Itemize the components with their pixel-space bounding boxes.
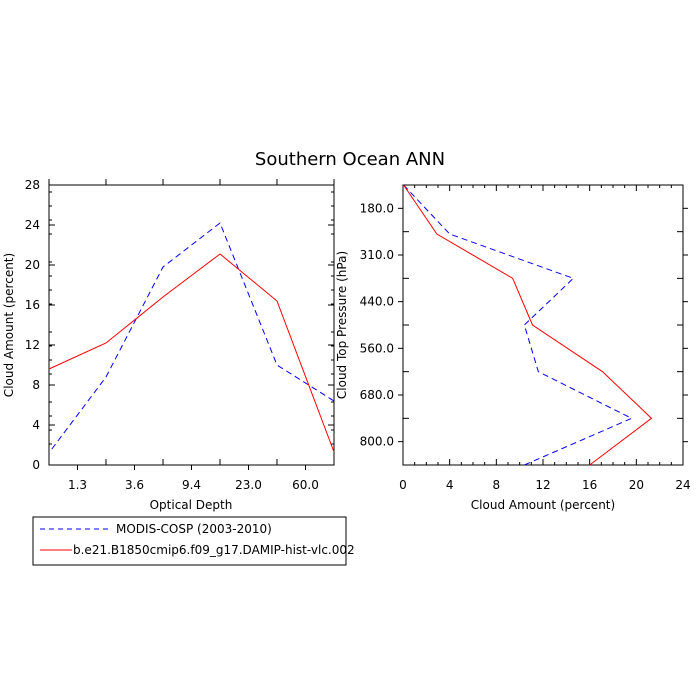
legend-label-modis: MODIS-COSP (2003-2010) [116,522,272,536]
left-x-tick-label: 9.4 [182,478,201,492]
right-y-tick-label: 180.0 [360,201,394,215]
left-y-tick-label: 20 [25,258,40,272]
left-x-tick-label: 23.0 [235,478,262,492]
left-y-tick-label: 28 [25,178,40,192]
right-series-model [403,184,653,466]
left-y-tick-label: 0 [32,458,40,472]
right-y-tick-label: 440.0 [360,295,394,309]
right-x-tick-label: 8 [493,478,501,492]
left-x-tick-label: 3.6 [125,478,144,492]
right-x-tick-label: 4 [446,478,454,492]
right-x-tick-label: 24 [675,478,690,492]
right-x-tick-label: 0 [399,478,407,492]
left-x-tick-label: 1.3 [68,478,87,492]
left-y-tick-label: 4 [32,418,40,432]
left-y-axis-title: Cloud Amount (percent) [2,253,16,397]
legend-box [32,516,347,566]
right-y-axis-title: Cloud Top Pressure (hPa) [335,251,349,399]
left-x-tick-label: 60.0 [292,478,319,492]
right-x-axis-title: Cloud Amount (percent) [471,498,615,512]
left-y-tick-label: 8 [32,378,40,392]
right-x-tick-label: 16 [582,478,597,492]
right-y-tick-label: 560.0 [360,341,394,355]
right-y-tick-label: 310.0 [360,248,394,262]
left-plot-frame [48,184,335,466]
right-x-tick-label: 12 [535,478,550,492]
right-y-tick-label: 680.0 [360,388,394,402]
right-ticks: 0 4 8 12 16 20 24 180.0 310.0 440.0 560.0 680.0 800.… [360,184,691,492]
right-lines [403,184,653,466]
left-series-model [48,253,335,453]
right-plot-frame [402,184,684,466]
right-series-modis [403,184,633,466]
legend-label-model: b.e21.B1850cmip6.f09_g17.DAMIP-hist-vlc.… [73,543,355,557]
left-series-modis [51,222,335,450]
figure-title: Southern Ocean ANN [255,149,445,170]
left-x-axis-title: Optical Depth [150,498,233,512]
right-x-tick-label: 20 [629,478,644,492]
left-lines [48,222,335,453]
left-y-tick-label: 16 [25,298,40,312]
left-y-tick-label: 24 [25,218,40,232]
left-panel: 0 4 8 12 16 20 24 28 1.3 3.6 9.4 23.0 60.0 Optical D… [2,178,335,512]
left-y-tick-label: 12 [25,338,40,352]
right-panel: 0 4 8 12 16 20 24 180.0 310.0 440.0 560.0 680.0 800.… [335,184,691,512]
legend: MODIS-COSP (2003-2010) b.e21.B1850cmip6.… [32,516,355,566]
right-y-tick-label: 800.0 [360,435,394,449]
left-ticks: 0 4 8 12 16 20 24 28 1.3 3.6 9.4 23.0 60.0 [25,178,335,492]
